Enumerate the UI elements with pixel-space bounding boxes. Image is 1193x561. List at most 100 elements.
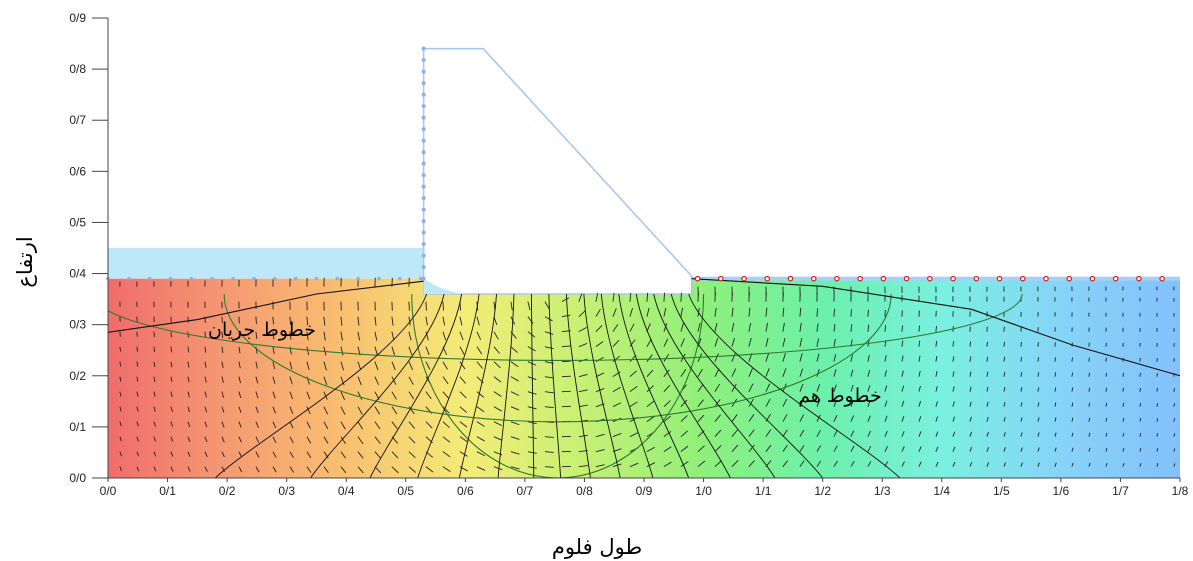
velocity-vector	[306, 316, 309, 326]
velocity-vector	[357, 376, 362, 386]
velocity-vector	[612, 386, 621, 393]
velocity-vector	[952, 461, 956, 467]
velocity-vector	[1088, 462, 1091, 467]
velocity-vector	[510, 451, 520, 455]
velocity-vector	[833, 445, 838, 452]
velocity-vector	[493, 361, 501, 369]
equipotential-lines	[107, 278, 1181, 479]
velocity-vector	[850, 400, 854, 407]
upstream-face-node	[421, 92, 426, 97]
velocity-vector	[374, 316, 377, 326]
velocity-vector	[1105, 432, 1108, 437]
velocity-vector	[816, 308, 819, 317]
velocity-vector	[476, 391, 485, 398]
velocity-vector	[646, 369, 654, 377]
flow-line-2	[223, 293, 892, 423]
downstream-surface-node	[1066, 275, 1073, 282]
velocity-vector	[153, 466, 157, 472]
velocity-vector	[374, 466, 382, 474]
velocity-vector	[816, 429, 821, 437]
velocity-vector	[612, 371, 621, 378]
velocity-vector	[289, 466, 295, 473]
x-tick-label: 1/4	[933, 484, 950, 498]
upstream-surface-node	[189, 276, 194, 281]
velocity-vector	[1105, 372, 1107, 377]
equipotential-line-14	[653, 293, 776, 479]
velocity-vector	[714, 353, 719, 362]
upstream-face-node	[421, 184, 426, 189]
x-tick-label: 1/6	[1053, 484, 1070, 498]
velocity-vector	[323, 346, 327, 356]
velocity-vector	[527, 301, 531, 311]
velocity-vector	[867, 430, 871, 437]
velocity-vector	[187, 436, 191, 442]
velocity-vector	[493, 406, 502, 412]
velocity-vector	[680, 307, 683, 317]
velocity-vector	[748, 429, 755, 437]
velocity-vector	[153, 391, 156, 397]
velocity-vector	[170, 331, 172, 338]
velocity-vector	[850, 354, 853, 362]
velocity-vector	[850, 369, 854, 377]
velocity-vector	[986, 431, 989, 437]
equipotential-lines-annotation: خطوط هم	[798, 385, 881, 407]
velocity-vector	[969, 416, 972, 422]
velocity-vector	[833, 399, 838, 407]
velocity-vector	[697, 368, 703, 377]
velocity-vector	[425, 346, 430, 356]
velocity-vector	[816, 323, 819, 332]
velocity-vector	[340, 466, 347, 474]
velocity-vector	[221, 376, 224, 383]
velocity-vector	[663, 353, 670, 362]
velocity-vector	[765, 322, 768, 332]
velocity-vector	[646, 416, 655, 423]
velocity-vector	[816, 414, 821, 422]
velocity-vector	[1003, 462, 1006, 467]
velocity-vector	[544, 316, 553, 322]
velocity-vector	[1003, 341, 1005, 347]
velocity-vector	[136, 451, 140, 457]
velocity-vector	[1122, 402, 1125, 407]
velocity-vector	[969, 356, 972, 362]
velocity-vector	[136, 406, 139, 412]
upstream-face-node	[421, 150, 426, 155]
velocity-vector	[748, 368, 753, 377]
velocity-vector	[306, 436, 312, 444]
velocity-vector	[816, 384, 821, 392]
velocity-vector	[1003, 432, 1006, 437]
velocity-vector	[612, 339, 620, 347]
velocity-vector	[476, 421, 485, 427]
velocity-vector	[816, 399, 821, 407]
velocity-vector	[680, 399, 688, 407]
velocity-vector	[595, 292, 599, 302]
velocity-vector	[646, 323, 651, 332]
x-tick-label: 0/7	[517, 484, 534, 498]
velocity-vector	[136, 361, 139, 367]
velocity-vector	[136, 391, 139, 397]
velocity-vector	[289, 331, 292, 340]
velocity-vector	[595, 372, 605, 378]
velocity-vector	[663, 307, 667, 317]
velocity-vector	[935, 446, 939, 452]
velocity-vector	[663, 415, 672, 423]
velocity-vector	[1088, 417, 1091, 422]
velocity-vector	[408, 451, 416, 459]
velocity-vector	[629, 308, 633, 317]
velocity-vector	[510, 421, 520, 426]
velocity-vector	[663, 338, 669, 347]
velocity-vector	[918, 355, 921, 362]
x-tick-label: 1/5	[993, 484, 1010, 498]
velocity-vector	[765, 368, 770, 377]
velocity-vector	[136, 376, 139, 382]
velocity-vector	[255, 436, 260, 443]
velocity-vector	[1156, 418, 1159, 422]
velocity-vector	[765, 398, 771, 407]
upstream-face-node	[421, 253, 426, 258]
velocity-vector	[1037, 462, 1040, 467]
velocity-vector	[748, 383, 754, 392]
upstream-water	[108, 248, 1180, 281]
y-tick-label: 0/5	[69, 215, 86, 229]
velocity-vector	[493, 436, 503, 441]
velocity-vector	[850, 445, 855, 452]
velocity-vector	[323, 361, 327, 371]
